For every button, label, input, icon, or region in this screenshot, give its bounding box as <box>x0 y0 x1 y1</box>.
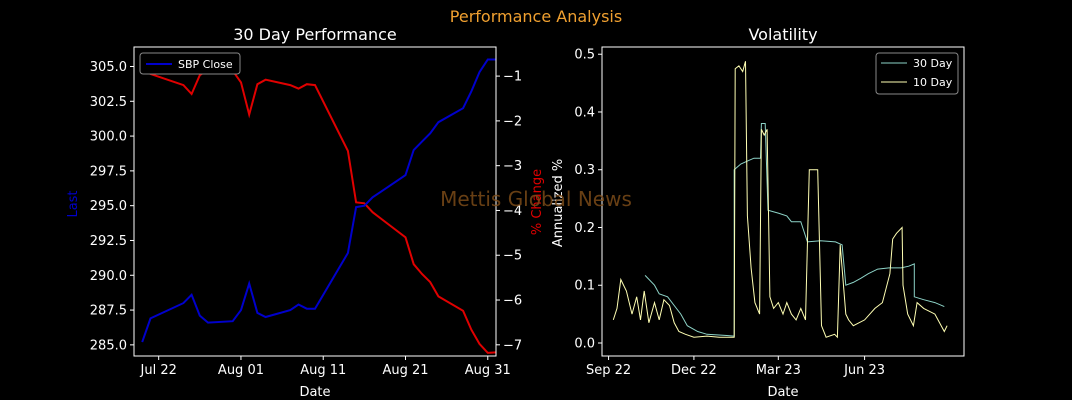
y2-tick-label: −3 <box>503 159 522 174</box>
series-line-sbp-close <box>141 58 496 343</box>
watermark: Mettis Global News <box>440 187 632 211</box>
x-tick-label: Aug 31 <box>465 363 511 378</box>
y2-tick-label: −5 <box>503 249 522 264</box>
y-tick-label: 0.4 <box>574 105 595 120</box>
legend-label-sbp-close: SBP Close <box>178 58 233 71</box>
y-tick-label: 0.5 <box>574 48 595 63</box>
x-tick-label: Jun 23 <box>843 363 885 378</box>
y-tick-label: 300.0 <box>90 130 127 145</box>
y-tick-label: 287.5 <box>90 304 127 319</box>
y-tick-label: 290.0 <box>90 269 127 284</box>
left-x-axis-label: Date <box>299 385 330 400</box>
right-legend: 30 Day 10 Day <box>875 52 959 95</box>
series-line-30-day <box>644 123 945 337</box>
y-tick-label: 0.0 <box>574 337 595 352</box>
y-tick-label: 0.3 <box>574 163 595 178</box>
y2-tick-label: −1 <box>503 70 522 85</box>
plot-frame <box>133 46 497 357</box>
y2-tick-label: −7 <box>503 338 522 353</box>
left-chart-title: 30 Day Performance <box>233 25 397 44</box>
left-chart-plot-area: Jul 22 Aug 01 Aug 11 Aug 21 Aug 31 285.0 287.5… <box>90 46 522 378</box>
left-legend: SBP Close <box>139 52 241 75</box>
right-x-axis-label: Date <box>767 385 798 400</box>
y2-tick-label: −4 <box>503 204 522 219</box>
x-tick-label: Aug 01 <box>218 363 264 378</box>
series-line-10-day <box>612 61 948 339</box>
x-tick-label: Aug 11 <box>300 363 346 378</box>
x-tick-label: Jul 22 <box>140 363 177 378</box>
plot-frame <box>601 46 965 357</box>
right-chart: Volatility Sep 22 Dec 22 Mar 23 Jun 23 0.0 0.… <box>551 25 965 400</box>
right-y-axis-label-volatility: Annualized % <box>551 159 566 247</box>
left-y-axis-label: Last <box>66 190 81 217</box>
y-tick-label: 302.5 <box>90 95 127 110</box>
legend-label-10-day: 10 Day <box>913 76 953 89</box>
x-tick-label: Mar 23 <box>756 363 801 378</box>
y-tick-label: 295.0 <box>90 199 127 214</box>
legend-box <box>139 52 241 75</box>
y2-tick-label: −6 <box>503 294 522 309</box>
y-tick-label: 0.1 <box>574 279 595 294</box>
y-tick-label: 285.0 <box>90 338 127 353</box>
y-tick-label: 305.0 <box>90 60 127 75</box>
right-y-axis-label: % Change <box>530 169 545 235</box>
legend-label-30-day: 30 Day <box>913 57 953 70</box>
right-chart-title: Volatility <box>748 25 817 44</box>
suptitle: Performance Analysis <box>450 7 622 26</box>
y-tick-label: 297.5 <box>90 164 127 179</box>
x-tick-label: Sep 22 <box>586 363 631 378</box>
right-chart-plot-area: Sep 22 Dec 22 Mar 23 Jun 23 0.0 0.1 0.2 0.3 0.4 0… <box>574 46 965 378</box>
left-chart: 30 Day Performance Jul 22 Aug 01 Aug 11 Aug… <box>66 25 545 400</box>
y-tick-label: 0.2 <box>574 221 595 236</box>
x-tick-label: Dec 22 <box>671 363 717 378</box>
y-tick-label: 292.5 <box>90 234 127 249</box>
y2-tick-label: −2 <box>503 114 522 129</box>
x-tick-label: Aug 21 <box>382 363 428 378</box>
